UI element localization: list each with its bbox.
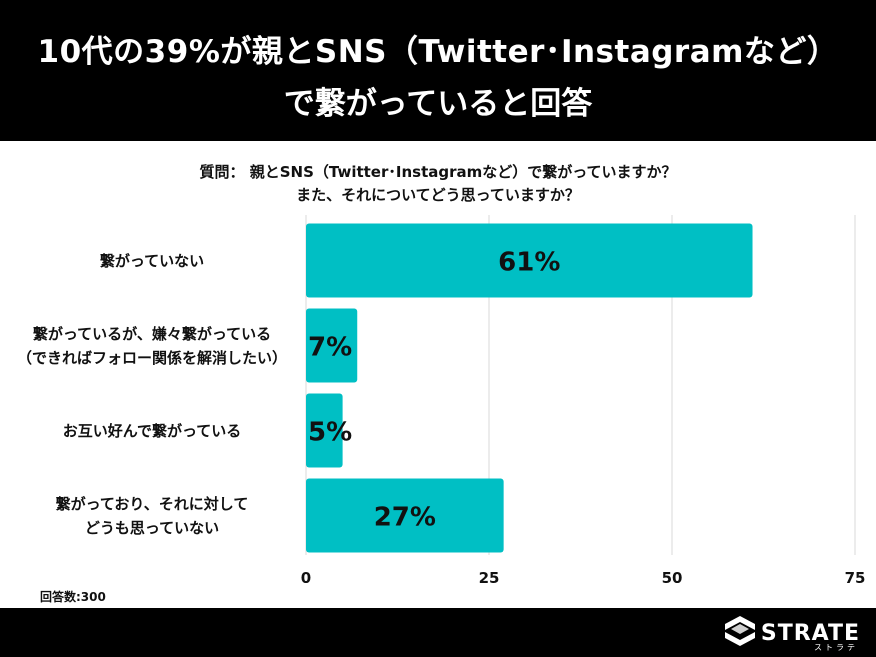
data-label: 7% — [308, 333, 352, 363]
respondent-count: 回答数:300 — [40, 590, 106, 604]
bar-3 — [306, 478, 504, 553]
question-line-2: また、それについてどう思っていますか？ — [296, 186, 580, 204]
question-line-1: 質問： 親とSNS（Twitter･Instagramなど）で繋がっていますか？ — [199, 163, 677, 181]
category-label: 繋がっているが、嫌々繋がっている （できればフォロー関係を解消したい） — [2, 322, 302, 370]
strate-logo-icon — [724, 616, 755, 646]
category-label-line: 繋がっていない — [99, 251, 205, 270]
x-tick-label: 50 — [662, 569, 683, 587]
strate-logo: STRATE ストラテ — [724, 614, 860, 652]
category-label: お互い好んで繋がっている — [2, 419, 302, 443]
x-tick-label: 75 — [845, 569, 866, 587]
category-label: 繋がっており、それに対して どうも思っていない — [2, 492, 302, 540]
x-tick-label: 0 — [301, 569, 311, 587]
data-label: 61% — [498, 248, 560, 278]
category-label-line: お互い好んで繋がっている — [62, 421, 242, 440]
title-line-2: で繋がっていると回答 — [283, 86, 593, 122]
footer-bar: STRATE ストラテ — [0, 608, 876, 657]
bar-0 — [306, 223, 753, 298]
category-label-line: （できればフォロー関係を解消したい） — [16, 348, 287, 367]
category-label-line: 繋がっているが、嫌々繋がっている — [32, 324, 272, 343]
data-label: 5% — [308, 418, 352, 448]
question-text: 質問： 親とSNS（Twitter･Instagramなど）で繋がっていますか？… — [0, 161, 876, 207]
logo-text: STRATE — [760, 620, 860, 646]
title-line-1: 10代の39%が親とSNS（Twitter･Instagramなど） — [37, 34, 839, 70]
category-label-line: 繋がっており、それに対して — [55, 494, 249, 513]
data-label: 27% — [374, 503, 436, 533]
x-tick-label: 25 — [479, 569, 500, 587]
category-label: 繋がっていない — [2, 249, 302, 273]
category-label-line: どうも思っていない — [84, 518, 220, 537]
bar-2 — [306, 393, 343, 468]
logo-subtext: ストラテ — [814, 643, 858, 652]
title-banner: 10代の39%が親とSNS（Twitter･Instagramなど） で繋がって… — [0, 0, 876, 141]
bar-1 — [306, 308, 358, 383]
